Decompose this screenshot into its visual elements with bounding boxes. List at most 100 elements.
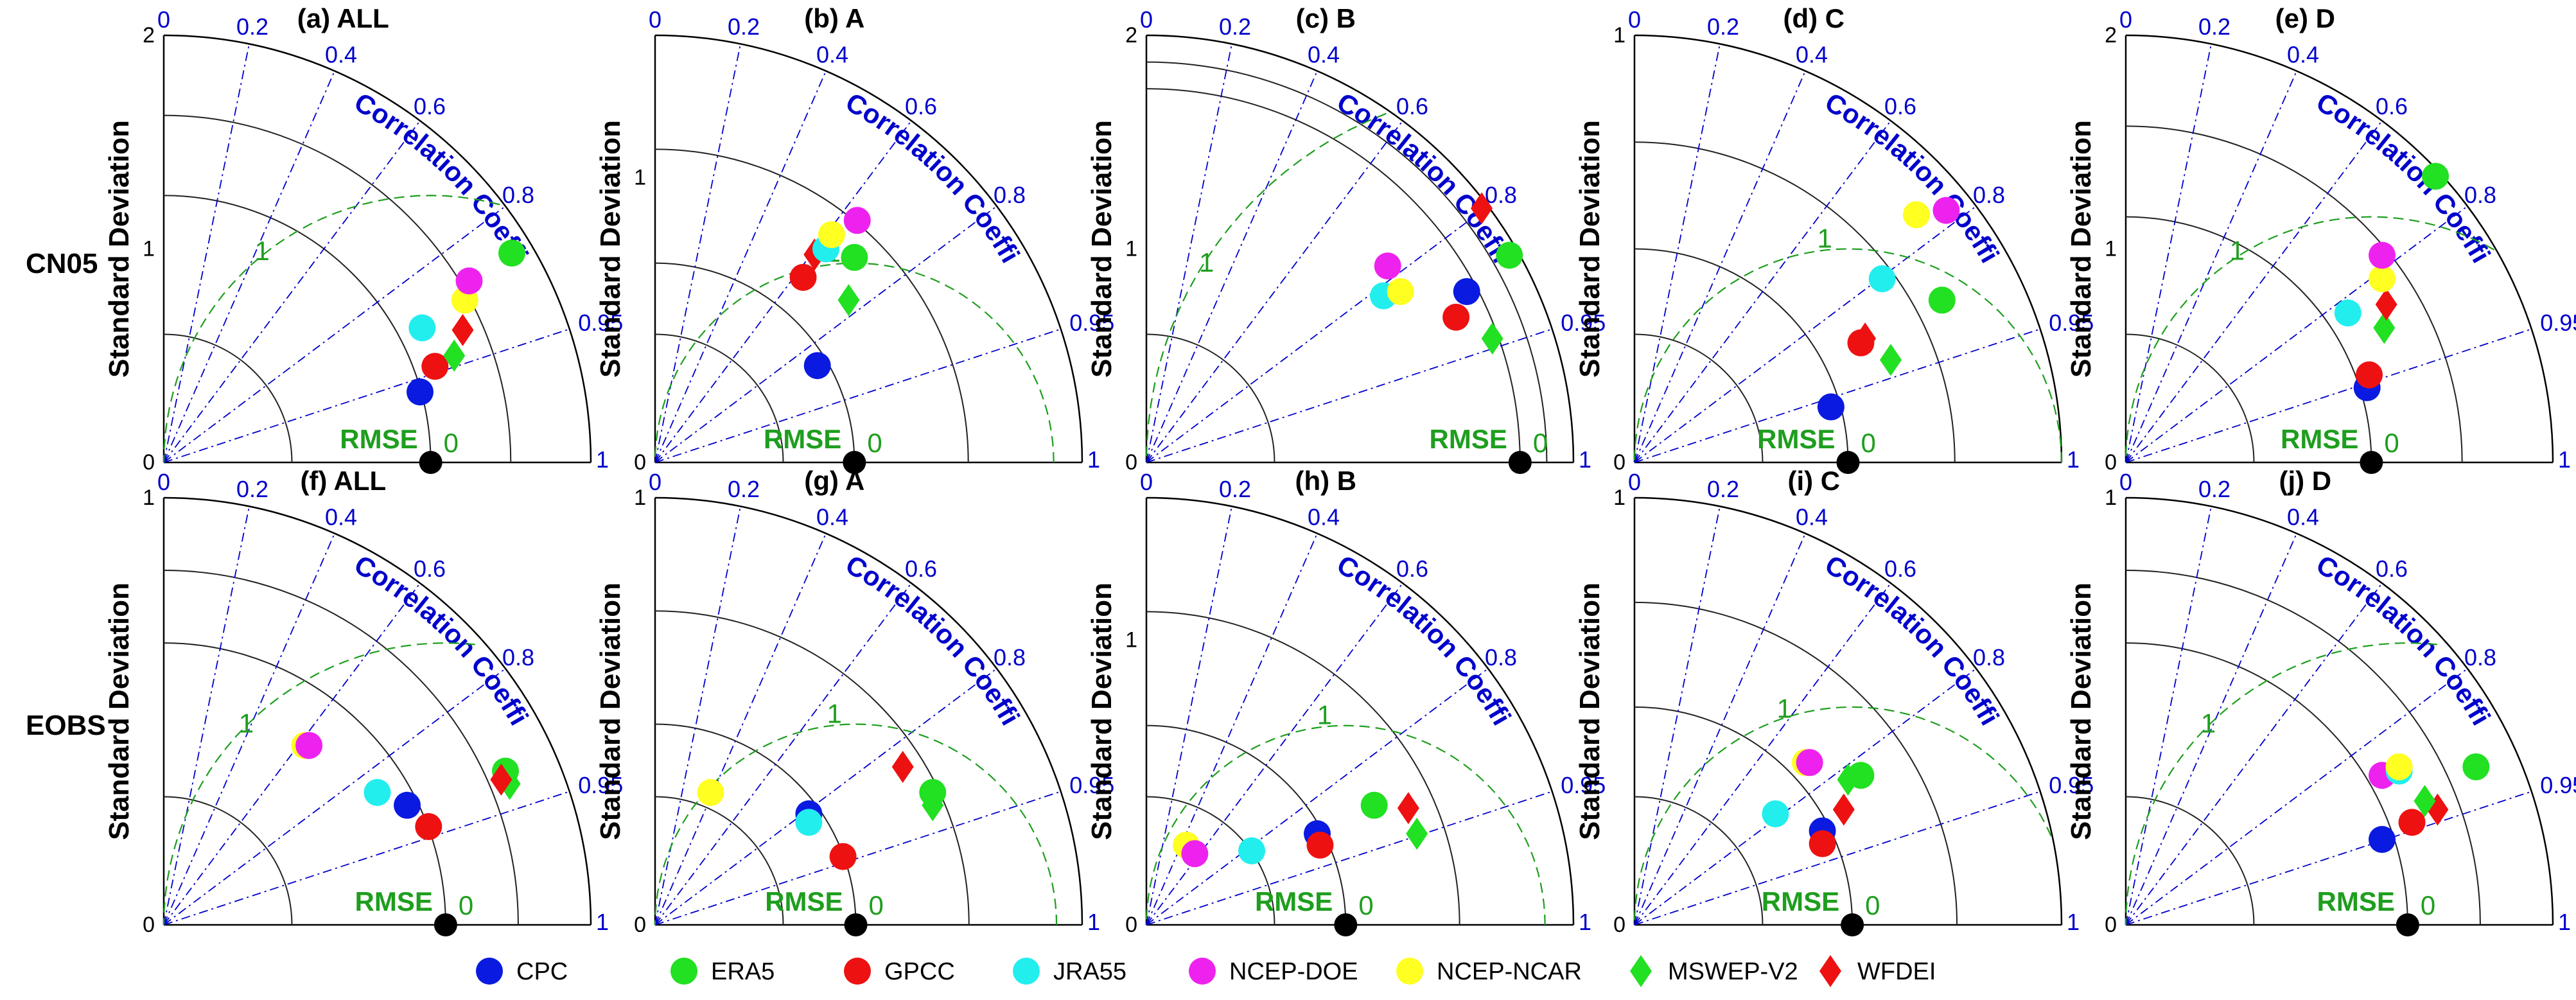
point-jra55-5 [2334, 299, 2361, 327]
outer-arc [1634, 496, 2063, 925]
sd-tick: 2 [1125, 23, 1137, 48]
corr-ray [1634, 668, 1977, 925]
corr-tick-0: 0 [1140, 469, 1153, 495]
legend-label-wfdei: WFDEI [1857, 958, 1936, 985]
corr-tick: 0.6 [2376, 556, 2408, 582]
corr-ray [2125, 71, 2297, 463]
point-mswep-v2-5 [2373, 311, 2396, 344]
point-ncep-doe-2 [843, 207, 871, 234]
legend-label-mswep-v2: MSWEP-V2 [1668, 958, 1798, 985]
rmse-label: RMSE [764, 424, 841, 454]
rmse-zero-label: 0 [1865, 890, 1880, 920]
corr-label-textpath: Correlation Coefficient [0, 0, 1517, 730]
panel-title: (c) B [1296, 3, 1356, 33]
std-arc [654, 723, 857, 925]
corr-tick-0: 0 [1628, 469, 1641, 495]
point-gpcc-5 [2356, 361, 2383, 389]
point-wfdei-6 [490, 763, 513, 796]
corr-ray [654, 44, 741, 463]
rmse-contour [654, 723, 1058, 925]
rmse-label: RMSE [2317, 886, 2395, 917]
corr-ray [1634, 583, 1891, 925]
corr-tick: 0.2 [236, 476, 268, 502]
corr-ray [1146, 533, 1318, 925]
panel-title: (d) C [1783, 3, 1844, 33]
corr-ray [654, 506, 741, 925]
std-arc [654, 262, 855, 463]
corr-tick: 1 [2067, 446, 2080, 473]
sd-tick: 1 [634, 166, 646, 190]
point-ncep-ncar-10 [2385, 753, 2413, 780]
std-arc-inner [1634, 796, 1764, 925]
point-gpcc-2 [789, 263, 817, 291]
corr-tick: 1 [1087, 909, 1100, 935]
reference-point [844, 913, 868, 936]
rmse-contour-label: 1 [1817, 224, 1832, 254]
y-axis-label: Standard Deviation [2065, 120, 2097, 378]
corr-tick: 1 [2558, 909, 2571, 935]
corr-ray [163, 506, 250, 925]
point-gpcc-7 [829, 843, 857, 870]
corr-label: Correlation Coefficient [0, 0, 534, 268]
legend-marker-wfdei [1819, 955, 1841, 987]
std-arc [2125, 125, 2463, 463]
panel-title: (f) ALL [300, 466, 386, 496]
std-arc-inner [1146, 796, 1275, 925]
corr-tick: 0.4 [325, 504, 357, 531]
rmse-zero-label: 0 [2421, 890, 2435, 920]
corr-tick: 0.8 [1485, 182, 1517, 208]
y-axis-label: Standard Deviation [1574, 583, 1606, 840]
corr-tick: 1 [596, 446, 609, 473]
rmse-contour [1633, 248, 2063, 463]
corr-tick: 0.6 [1396, 556, 1428, 582]
corr-ray [1634, 206, 1977, 463]
legend-label-ncep-doe: NCEP-DOE [1229, 958, 1358, 985]
corr-ray [163, 791, 570, 925]
point-era5-4 [1928, 286, 1956, 314]
corr-tick: 1 [2558, 446, 2571, 473]
std-arc [2125, 570, 2481, 925]
corr-ray [1634, 120, 1891, 463]
y-axis-label: Standard Deviation [595, 120, 626, 378]
std-arc [163, 195, 432, 463]
y-axis-label: Standard Deviation [1086, 583, 1117, 840]
rmse-contour [2125, 216, 2495, 463]
sd-tick: 1 [1613, 23, 1625, 48]
corr-tick: 0.2 [236, 13, 268, 40]
corr-ray [163, 44, 250, 463]
corr-ray [654, 328, 1062, 463]
rmse-contour [1145, 724, 1546, 925]
corr-tick: 0.4 [1308, 42, 1340, 68]
rmse-zero-label: 0 [459, 890, 473, 920]
corr-ray [2125, 533, 2297, 925]
sd-tick: 0 [2105, 450, 2117, 475]
corr-tick: 0.6 [414, 93, 446, 119]
corr-tick: 1 [1579, 446, 1591, 473]
rmse-zero-label: 0 [444, 428, 459, 458]
rmse-contour-label: 1 [239, 708, 254, 738]
rmse-zero-label: 0 [1533, 428, 1548, 458]
outer-arc [1146, 496, 1575, 925]
row-label-cn05: CN05 [26, 248, 98, 279]
corr-ray [163, 583, 421, 925]
corr-tick: 0.2 [728, 476, 760, 502]
rmse-contour-label: 1 [1199, 247, 1214, 277]
std-arc [1634, 706, 1853, 925]
corr-label-textpath: Correlation Coefficient [0, 0, 2005, 730]
corr-tick: 0.8 [502, 644, 534, 671]
point-mswep-v2-3 [1481, 322, 1503, 355]
point-gpcc-8 [1306, 831, 1334, 859]
legend-marker-ncep-ncar [1396, 958, 1423, 985]
corr-ray [654, 533, 827, 925]
corr-ray [2125, 206, 2468, 463]
std-arc-inner [654, 333, 784, 463]
corr-tick: 0.6 [1396, 93, 1428, 119]
panel-title: (e) D [2275, 3, 2335, 33]
reference-point [2360, 451, 2383, 474]
std-arc-inner [2125, 796, 2255, 925]
point-ncep-doe-3 [1374, 252, 1401, 280]
corr-ray [2125, 44, 2212, 463]
